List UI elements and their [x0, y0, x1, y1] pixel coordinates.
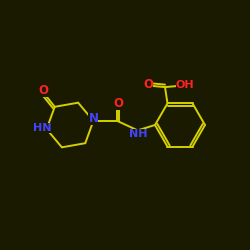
Text: OH: OH [176, 80, 194, 90]
Text: O: O [38, 84, 48, 97]
Text: O: O [143, 78, 153, 91]
Text: HN: HN [33, 123, 51, 133]
Text: O: O [113, 97, 123, 110]
Text: NH: NH [129, 129, 148, 139]
Text: N: N [88, 112, 99, 125]
